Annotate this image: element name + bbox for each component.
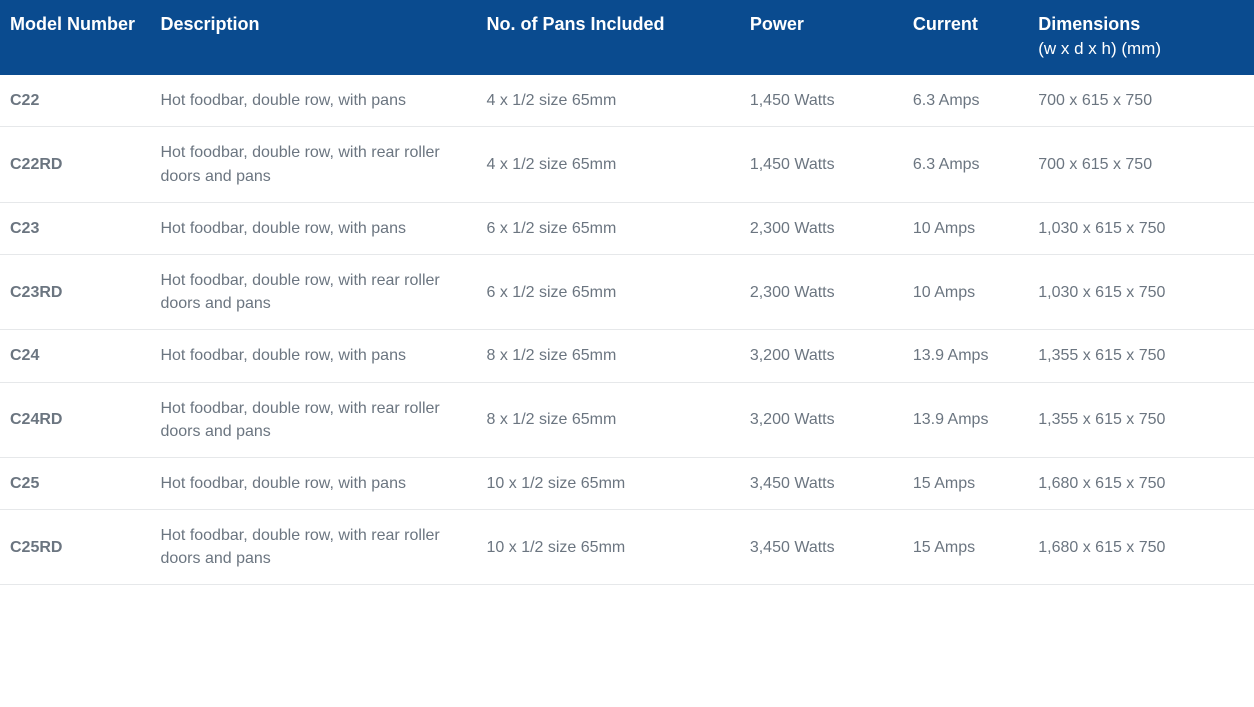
- cell-description: Hot foodbar, double row, with pans: [150, 75, 476, 127]
- cell-current: 13.9 Amps: [903, 382, 1028, 457]
- cell-pans: 6 x 1/2 size 65mm: [477, 254, 740, 329]
- cell-power: 1,450 Watts: [740, 127, 903, 202]
- cell-power: 2,300 Watts: [740, 202, 903, 254]
- header-dimensions-sublabel: (w x d x h) (mm): [1038, 39, 1161, 58]
- cell-model: C24RD: [0, 382, 150, 457]
- cell-description: Hot foodbar, double row, with rear rolle…: [150, 254, 476, 329]
- cell-description: Hot foodbar, double row, with rear rolle…: [150, 127, 476, 202]
- cell-current: 6.3 Amps: [903, 75, 1028, 127]
- cell-pans: 4 x 1/2 size 65mm: [477, 75, 740, 127]
- header-power: Power: [740, 0, 903, 75]
- header-model: Model Number: [0, 0, 150, 75]
- cell-description: Hot foodbar, double row, with pans: [150, 457, 476, 509]
- cell-dimensions: 1,680 x 615 x 750: [1028, 457, 1254, 509]
- header-model-label: Model Number: [10, 14, 135, 34]
- cell-model: C25: [0, 457, 150, 509]
- header-dimensions-label: Dimensions: [1038, 14, 1140, 34]
- header-row: Model Number Description No. of Pans Inc…: [0, 0, 1254, 75]
- cell-dimensions: 1,355 x 615 x 750: [1028, 382, 1254, 457]
- cell-dimensions: 1,355 x 615 x 750: [1028, 330, 1254, 382]
- cell-model: C25RD: [0, 510, 150, 585]
- cell-description: Hot foodbar, double row, with pans: [150, 202, 476, 254]
- header-current: Current: [903, 0, 1028, 75]
- table-row: C22 Hot foodbar, double row, with pans 4…: [0, 75, 1254, 127]
- cell-power: 3,200 Watts: [740, 330, 903, 382]
- cell-dimensions: 1,680 x 615 x 750: [1028, 510, 1254, 585]
- cell-description: Hot foodbar, double row, with rear rolle…: [150, 510, 476, 585]
- cell-model: C24: [0, 330, 150, 382]
- cell-power: 1,450 Watts: [740, 75, 903, 127]
- header-description: Description: [150, 0, 476, 75]
- cell-power: 3,200 Watts: [740, 382, 903, 457]
- table-row: C22RD Hot foodbar, double row, with rear…: [0, 127, 1254, 202]
- cell-description: Hot foodbar, double row, with rear rolle…: [150, 382, 476, 457]
- cell-description: Hot foodbar, double row, with pans: [150, 330, 476, 382]
- cell-pans: 6 x 1/2 size 65mm: [477, 202, 740, 254]
- product-spec-table: Model Number Description No. of Pans Inc…: [0, 0, 1254, 585]
- table-row: C23 Hot foodbar, double row, with pans 6…: [0, 202, 1254, 254]
- header-pans-label: No. of Pans Included: [487, 14, 665, 34]
- cell-power: 3,450 Watts: [740, 510, 903, 585]
- cell-pans: 10 x 1/2 size 65mm: [477, 510, 740, 585]
- table-body: C22 Hot foodbar, double row, with pans 4…: [0, 75, 1254, 585]
- cell-current: 13.9 Amps: [903, 330, 1028, 382]
- cell-model: C22: [0, 75, 150, 127]
- table-row: C25RD Hot foodbar, double row, with rear…: [0, 510, 1254, 585]
- cell-current: 10 Amps: [903, 202, 1028, 254]
- header-current-label: Current: [913, 14, 978, 34]
- cell-dimensions: 1,030 x 615 x 750: [1028, 254, 1254, 329]
- header-dimensions: Dimensions (w x d x h) (mm): [1028, 0, 1254, 75]
- cell-pans: 8 x 1/2 size 65mm: [477, 330, 740, 382]
- cell-dimensions: 1,030 x 615 x 750: [1028, 202, 1254, 254]
- cell-pans: 4 x 1/2 size 65mm: [477, 127, 740, 202]
- header-power-label: Power: [750, 14, 804, 34]
- cell-model: C23RD: [0, 254, 150, 329]
- cell-dimensions: 700 x 615 x 750: [1028, 75, 1254, 127]
- table-header: Model Number Description No. of Pans Inc…: [0, 0, 1254, 75]
- cell-model: C23: [0, 202, 150, 254]
- table-row: C24RD Hot foodbar, double row, with rear…: [0, 382, 1254, 457]
- cell-pans: 8 x 1/2 size 65mm: [477, 382, 740, 457]
- cell-current: 6.3 Amps: [903, 127, 1028, 202]
- cell-dimensions: 700 x 615 x 750: [1028, 127, 1254, 202]
- table-row: C23RD Hot foodbar, double row, with rear…: [0, 254, 1254, 329]
- cell-current: 15 Amps: [903, 457, 1028, 509]
- cell-current: 15 Amps: [903, 510, 1028, 585]
- header-pans: No. of Pans Included: [477, 0, 740, 75]
- cell-model: C22RD: [0, 127, 150, 202]
- cell-power: 3,450 Watts: [740, 457, 903, 509]
- table-row: C24 Hot foodbar, double row, with pans 8…: [0, 330, 1254, 382]
- table-row: C25 Hot foodbar, double row, with pans 1…: [0, 457, 1254, 509]
- cell-current: 10 Amps: [903, 254, 1028, 329]
- cell-pans: 10 x 1/2 size 65mm: [477, 457, 740, 509]
- cell-power: 2,300 Watts: [740, 254, 903, 329]
- header-description-label: Description: [160, 14, 259, 34]
